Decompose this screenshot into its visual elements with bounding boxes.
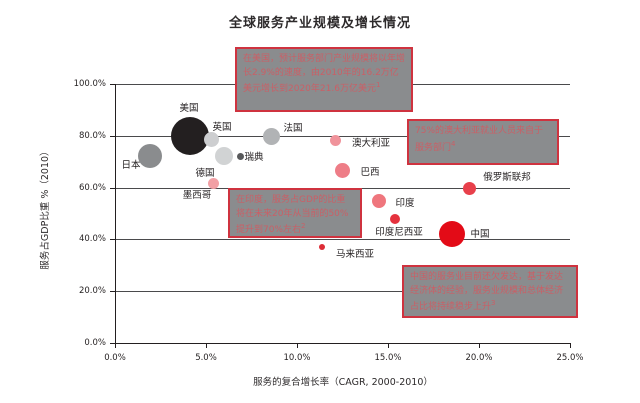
country-label: 马来西亚: [335, 249, 375, 260]
x-tick-mark: [206, 343, 207, 348]
y-tick-mark: [110, 343, 115, 344]
gridline: [115, 135, 570, 137]
country-bubble: [329, 135, 341, 147]
y-tick-mark: [110, 239, 115, 241]
country-bubble: [215, 146, 234, 165]
country-label: 英国: [212, 122, 232, 133]
x-tick-mark: [570, 343, 571, 348]
y-tick-label: 60.0%: [78, 182, 106, 193]
country-label: 德国: [195, 168, 215, 179]
y-tick-label: 80.0%: [78, 130, 106, 141]
country-bubble: [203, 132, 219, 148]
y-tick-label: 20.0%: [78, 286, 106, 297]
x-tick-mark: [479, 343, 480, 348]
country-bubble: [335, 163, 350, 179]
x-axis-title: 服务的复合增长率（CAGR, 2000-2010）: [253, 377, 433, 388]
country-label: 俄罗斯联邦: [483, 172, 531, 183]
callout-box: 75%的澳大利亚就业人员来自于服务部门4: [407, 119, 559, 165]
country-label: 印度尼西亚: [375, 227, 423, 238]
x-axis-line: [115, 343, 571, 344]
gridline: [115, 291, 570, 293]
y-axis-line: [115, 84, 116, 343]
x-tick-mark: [115, 343, 116, 348]
x-tick-label: 10.0%: [283, 353, 311, 363]
country-label: 美国: [179, 103, 199, 114]
footnote-superscript: 2: [301, 222, 306, 230]
y-tick-label: 100.0%: [73, 79, 106, 89]
country-label: 中国: [470, 229, 490, 240]
country-label: 印度: [395, 198, 415, 209]
country-label: 瑞典: [244, 152, 264, 163]
y-tick-mark: [110, 291, 115, 293]
callout-box: 中国的服务业目前还欠发达，基于发达经济体的经验，服务业规模和总体经济占比将持续稳…: [402, 265, 578, 318]
country-bubble: [390, 213, 401, 224]
country-bubble: [463, 181, 477, 195]
x-tick-label: 15.0%: [374, 353, 402, 363]
x-tick-label: 20.0%: [465, 353, 493, 363]
callout-box: 在印度，服务占GDP的比重将在未来20年从当前的50%提升到70%左右2: [228, 188, 362, 238]
country-label: 法国: [283, 123, 303, 134]
x-tick-label: 5.0%: [195, 353, 217, 363]
y-tick-mark: [110, 84, 115, 85]
x-tick-mark: [297, 343, 298, 348]
footnote-superscript: 1: [375, 81, 381, 89]
country-label: 墨西哥: [182, 190, 212, 201]
footnote-superscript: 3: [491, 299, 496, 307]
footnote-superscript: 4: [451, 139, 456, 148]
chart-title: 全球服务产业规模及增长情况: [228, 16, 411, 31]
x-tick-label: 0.0%: [104, 353, 126, 363]
y-tick-label: 0.0%: [84, 338, 106, 348]
country-label: 日本: [121, 160, 141, 171]
country-bubble: [207, 178, 219, 190]
country-bubble: [263, 128, 281, 146]
country-label: 澳大利亚: [351, 138, 391, 149]
gridline: [115, 239, 570, 241]
country-bubble: [170, 116, 209, 155]
country-label: 巴西: [360, 167, 380, 178]
country-bubble: [237, 153, 245, 161]
y-tick-mark: [110, 187, 115, 189]
y-tick-label: 40.0%: [78, 234, 106, 245]
y-tick-mark: [110, 135, 115, 137]
country-bubble: [137, 143, 162, 168]
country-bubble: [319, 243, 326, 250]
country-bubble: [438, 221, 465, 248]
x-tick-mark: [388, 343, 389, 348]
x-tick-label: 25.0%: [556, 353, 584, 363]
country-bubble: [371, 194, 386, 209]
callout-box: 在美国，预计服务部门产业规模将以年增长2.9%的速度，由2010年的16.2万亿…: [235, 47, 413, 112]
y-axis-title: 服务占GDP比重 %（2010）: [40, 146, 51, 270]
